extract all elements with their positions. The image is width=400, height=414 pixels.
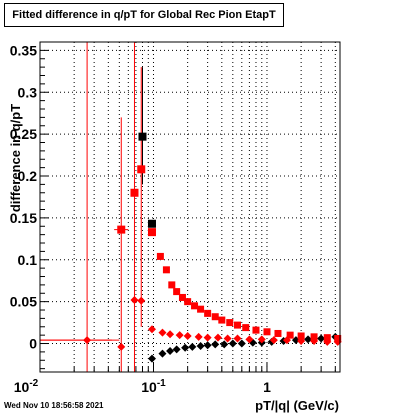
y-tick-label: 0.15 [10, 210, 37, 226]
data-point-square [234, 321, 242, 329]
grid-lines [40, 42, 340, 372]
data-point-diamond [213, 333, 222, 342]
data-point-diamond [220, 340, 229, 349]
data-point-square [156, 252, 164, 260]
data-point-diamond [130, 295, 139, 304]
data-point-square [323, 334, 331, 342]
data-point-diamond [317, 334, 326, 343]
data-point-diamond [147, 325, 156, 334]
data-point-diamond [158, 328, 167, 337]
axis-ticks [40, 49, 336, 372]
error-bars [40, 42, 143, 372]
data-point-diamond [158, 349, 167, 358]
data-point-square [168, 281, 176, 289]
data-point-square [117, 225, 126, 234]
data-point-square [263, 328, 271, 336]
data-point-diamond [323, 337, 332, 346]
data-point-diamond [223, 334, 232, 343]
data-point-diamond [147, 354, 156, 363]
y-tick-label: 0.3 [18, 84, 38, 100]
data-point-diamond [166, 330, 175, 339]
data-point-square [310, 333, 318, 341]
data-point-square [147, 228, 156, 237]
chart-title-text: Fitted difference in q/pT for Global Rec… [12, 9, 276, 21]
data-point-diamond [83, 336, 92, 345]
data-point-diamond [175, 331, 184, 340]
x-tick-label: 10-1 [141, 378, 166, 395]
data-point-diamond [196, 342, 205, 351]
x-tick-label: 10-2 [14, 378, 39, 395]
data-point-diamond [269, 336, 278, 345]
data-point-square [218, 316, 226, 324]
y-tick-label: 0.2 [18, 168, 38, 184]
y-axis-label: difference in q/pT [8, 104, 23, 212]
data-point-diamond [228, 339, 237, 348]
data-point-diamond [237, 339, 246, 348]
data-point-diamond [137, 296, 146, 305]
y-tick-label: 0.05 [10, 294, 37, 310]
data-point-square [173, 288, 181, 296]
data-point-square [162, 266, 170, 274]
data-point-diamond [183, 331, 192, 340]
data-point-diamond [166, 347, 175, 356]
x-tick-label: 1 [263, 379, 271, 395]
data-point-diamond [188, 342, 197, 351]
data-point-diamond [117, 342, 126, 351]
chart-title: Fitted difference in q/pT for Global Rec… [4, 3, 284, 27]
data-markers [83, 132, 342, 363]
y-tick-label: 0.1 [18, 252, 38, 268]
data-point-diamond [181, 343, 190, 352]
data-point-square [274, 329, 282, 337]
data-point-square [138, 132, 147, 141]
plot-frame [39, 41, 341, 373]
data-point-diamond [233, 334, 242, 343]
data-point-square [286, 331, 294, 339]
data-point-square [226, 319, 234, 327]
data-point-square [184, 298, 192, 306]
x-tick-labels: 10-2 10-1 1 [14, 378, 271, 395]
timestamp: Wed Nov 10 18:56:58 2021 [4, 401, 104, 410]
data-point-diamond [203, 341, 212, 350]
data-point-diamond [203, 333, 212, 342]
data-point-square [297, 332, 305, 340]
data-point-diamond [257, 335, 266, 344]
data-point-diamond [304, 335, 313, 344]
data-point-square [252, 326, 260, 334]
data-point-square [137, 165, 146, 174]
data-point-diamond [245, 335, 254, 344]
y-tick-labels: 0 0.05 0.1 0.15 0.2 0.25 0.3 0.35 [10, 42, 37, 351]
data-point-square [211, 313, 219, 321]
data-point-diamond [172, 345, 181, 354]
y-tick-label: 0 [29, 336, 37, 352]
data-point-diamond [211, 340, 220, 349]
data-point-square [178, 293, 186, 301]
data-point-square [197, 305, 205, 313]
data-point-square [242, 324, 250, 332]
data-point-diamond [297, 337, 306, 346]
data-point-square [204, 309, 212, 317]
data-point-diamond [194, 332, 203, 341]
data-point-square [147, 219, 156, 228]
data-point-square [130, 188, 139, 197]
x-axis-label: pT/|q| (GeV/c) [255, 398, 339, 413]
data-point-square [191, 302, 199, 310]
data-point-diamond [282, 336, 291, 345]
y-tick-label: 0.25 [10, 126, 37, 142]
y-tick-label: 0.35 [10, 42, 37, 58]
data-point-diamond [310, 337, 319, 346]
